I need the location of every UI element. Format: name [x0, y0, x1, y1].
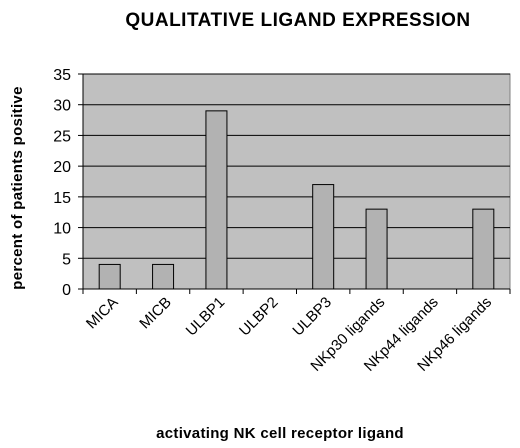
y-tick-label: 30	[53, 98, 71, 115]
x-category-label: MICA	[83, 294, 122, 333]
x-category-label: ULBP1	[183, 294, 229, 340]
y-tick-label: 15	[53, 190, 71, 207]
y-axis-label: percent of patients positive	[9, 86, 26, 289]
x-category-label: ULBP3	[289, 294, 335, 340]
y-tick-label: 5	[62, 251, 71, 268]
y-tick-label: 35	[53, 67, 71, 84]
plot-area	[82, 73, 511, 290]
bar	[312, 184, 335, 290]
chart-title: QUALITATIVE LIGAND EXPRESSION	[125, 10, 470, 31]
x-axis-label: activating NK cell receptor ligand	[156, 425, 404, 442]
y-tick-label: 0	[62, 282, 71, 299]
bar	[205, 110, 228, 290]
y-tick-label: 25	[53, 128, 71, 145]
y-axis-ticks: 0 5 10 15 20 25 30 35	[53, 67, 83, 299]
y-tick-label: 10	[53, 221, 71, 238]
x-category-label: ULBP2	[236, 294, 282, 340]
bar	[98, 263, 121, 290]
bar	[472, 208, 495, 290]
plot-background	[82, 73, 511, 290]
bar	[152, 263, 175, 290]
bar	[365, 208, 388, 290]
y-tick-label: 20	[53, 159, 71, 176]
x-category-label: MICB	[136, 294, 175, 333]
